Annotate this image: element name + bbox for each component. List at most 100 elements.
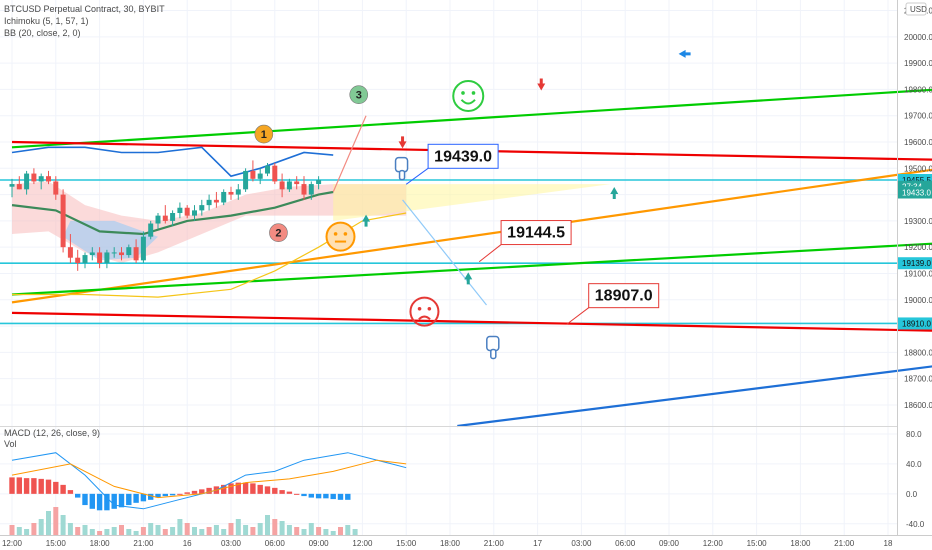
macd-histogram-bar <box>53 481 59 494</box>
candle-body[interactable] <box>46 176 51 182</box>
macd-histogram-bar <box>323 493 329 499</box>
candle-body[interactable] <box>286 181 292 190</box>
volume-bar <box>162 529 168 535</box>
candle-body[interactable] <box>53 181 59 195</box>
trendline-red-lower <box>11 311 932 332</box>
candle-body[interactable] <box>316 179 322 185</box>
macd-histogram-bar <box>75 493 81 498</box>
macd-histogram-bar <box>184 492 190 494</box>
badge-circle[interactable] <box>254 124 274 144</box>
candle-body[interactable] <box>199 205 205 211</box>
candle-body[interactable] <box>184 207 190 216</box>
candle-body[interactable] <box>192 210 197 216</box>
symbol-title[interactable]: BTCUSD Perpetual Contract, 30, BYBIT <box>4 4 165 14</box>
price-tick-label: 19200.0 <box>904 243 932 252</box>
callout-box[interactable] <box>427 143 499 169</box>
price-axis[interactable]: 20100.020000.019900.019800.019700.019600… <box>898 7 932 529</box>
arrow-up-icon <box>464 272 473 285</box>
macd-histogram-bar <box>162 493 168 497</box>
candle-body[interactable] <box>60 194 66 248</box>
price-tag-label: 19139.0 <box>902 259 931 268</box>
candle-body[interactable] <box>170 213 176 221</box>
volume-bar <box>31 523 37 535</box>
price-tag[interactable] <box>898 186 932 199</box>
volume-bar <box>119 525 124 535</box>
sad-face-icon[interactable] <box>409 296 440 327</box>
candle-body[interactable] <box>301 184 307 195</box>
hand-pointer-icon[interactable] <box>394 156 409 173</box>
candles[interactable] <box>9 160 322 271</box>
time-tick-label: 12:00 <box>2 539 23 548</box>
candle-body[interactable] <box>148 223 154 237</box>
candle-body[interactable] <box>16 184 22 190</box>
sad-face-icon-eye <box>427 307 432 311</box>
candle-body[interactable] <box>38 176 44 182</box>
candle-body[interactable] <box>162 215 168 221</box>
currency-badge[interactable] <box>905 2 927 16</box>
bb-legend[interactable]: BB (20, close, 2, 0) <box>4 28 81 38</box>
neutral-face-icon-eye <box>333 232 338 236</box>
candle-body[interactable] <box>206 199 212 206</box>
candle-body[interactable] <box>279 181 285 190</box>
candle-body[interactable] <box>119 252 124 256</box>
macd-histogram-bar <box>242 482 249 494</box>
candle-body[interactable] <box>24 173 30 190</box>
candle-body[interactable] <box>75 257 81 263</box>
candle-body[interactable] <box>265 165 270 174</box>
hand-pointer-icon[interactable] <box>486 335 500 352</box>
volume-bar <box>294 527 300 535</box>
badge-label: 3 <box>356 90 362 102</box>
candle-body[interactable] <box>82 255 88 263</box>
vol-legend[interactable]: Vol <box>4 439 17 449</box>
candle-body[interactable] <box>104 252 110 263</box>
macd-histogram-bar <box>257 484 263 494</box>
happy-face-icon[interactable] <box>452 79 485 112</box>
candle-body[interactable] <box>89 252 95 256</box>
price-tag[interactable] <box>898 317 932 330</box>
macd-legend[interactable]: MACD (12, 26, close, 9) <box>4 428 100 438</box>
candle-body[interactable] <box>257 173 263 179</box>
candle-body[interactable] <box>228 191 234 195</box>
badge-circle[interactable] <box>269 223 288 243</box>
yellow-line <box>12 212 407 298</box>
candle-body[interactable] <box>133 247 139 261</box>
price-tick-label: 19300.0 <box>904 217 932 226</box>
callout-pointer <box>405 167 429 185</box>
macd-histogram-bar <box>126 493 132 506</box>
candle-body[interactable] <box>31 173 37 182</box>
candle-body[interactable] <box>272 165 278 182</box>
price-tag[interactable] <box>898 257 932 270</box>
candle-body[interactable] <box>250 170 256 179</box>
candle-body[interactable] <box>155 215 161 224</box>
candle-body[interactable] <box>126 247 132 256</box>
hand-pointer-icon-finger <box>490 348 497 360</box>
badge-circle[interactable] <box>349 85 369 104</box>
candle-body[interactable] <box>177 207 183 213</box>
candle-body[interactable] <box>213 199 219 203</box>
candle-body[interactable] <box>235 189 241 195</box>
arrow-line-up <box>332 115 367 193</box>
macd-histogram-bar <box>228 483 234 494</box>
volume-bar <box>177 519 183 535</box>
candle-body[interactable] <box>308 184 314 195</box>
candle-body[interactable] <box>294 181 300 185</box>
candle-body[interactable] <box>97 252 103 263</box>
volume-bar <box>250 527 256 535</box>
volume-bar <box>140 527 146 535</box>
macd-histogram-bar <box>169 493 176 496</box>
candle-body[interactable] <box>9 184 15 187</box>
candle-body[interactable] <box>140 236 146 261</box>
candle-body[interactable] <box>221 191 227 203</box>
candle-body[interactable] <box>67 247 73 258</box>
candle-body[interactable] <box>243 170 249 190</box>
callout-box[interactable] <box>588 283 660 309</box>
trendline-green-lower <box>11 242 932 296</box>
callout-box[interactable] <box>500 220 572 246</box>
volume-bar <box>323 529 329 535</box>
neutral-face-icon[interactable] <box>325 221 356 252</box>
macd-tick-label: 80.0 <box>906 430 922 439</box>
ichimoku-legend[interactable]: Ichimoku (5, 1, 57, 1) <box>4 16 89 26</box>
candle-body[interactable] <box>111 252 117 254</box>
time-axis[interactable]: 12:00 15:00 18:00 21:00 16 03:00 06:00 09:00 12:… <box>2 539 893 548</box>
